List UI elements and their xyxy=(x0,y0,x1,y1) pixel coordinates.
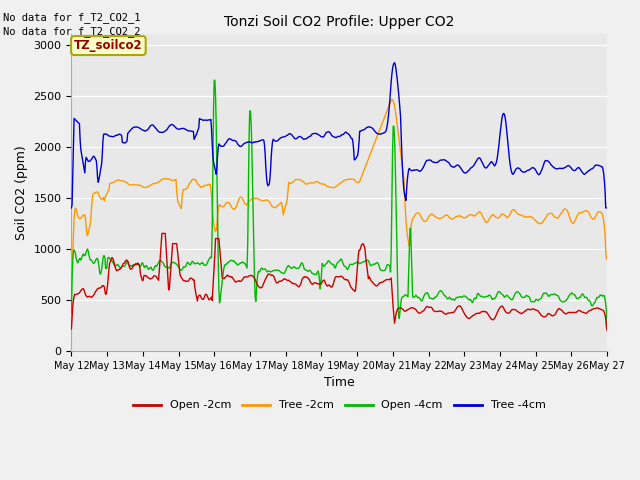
X-axis label: Time: Time xyxy=(324,376,355,389)
Text: No data for f_T2_CO2_1: No data for f_T2_CO2_1 xyxy=(3,12,141,23)
Title: Tonzi Soil CO2 Profile: Upper CO2: Tonzi Soil CO2 Profile: Upper CO2 xyxy=(224,15,454,29)
Text: TZ_soilco2: TZ_soilco2 xyxy=(74,39,143,52)
Y-axis label: Soil CO2 (ppm): Soil CO2 (ppm) xyxy=(15,145,28,240)
Legend: Open -2cm, Tree -2cm, Open -4cm, Tree -4cm: Open -2cm, Tree -2cm, Open -4cm, Tree -4… xyxy=(129,396,550,415)
Text: No data for f_T2_CO2_2: No data for f_T2_CO2_2 xyxy=(3,26,141,37)
